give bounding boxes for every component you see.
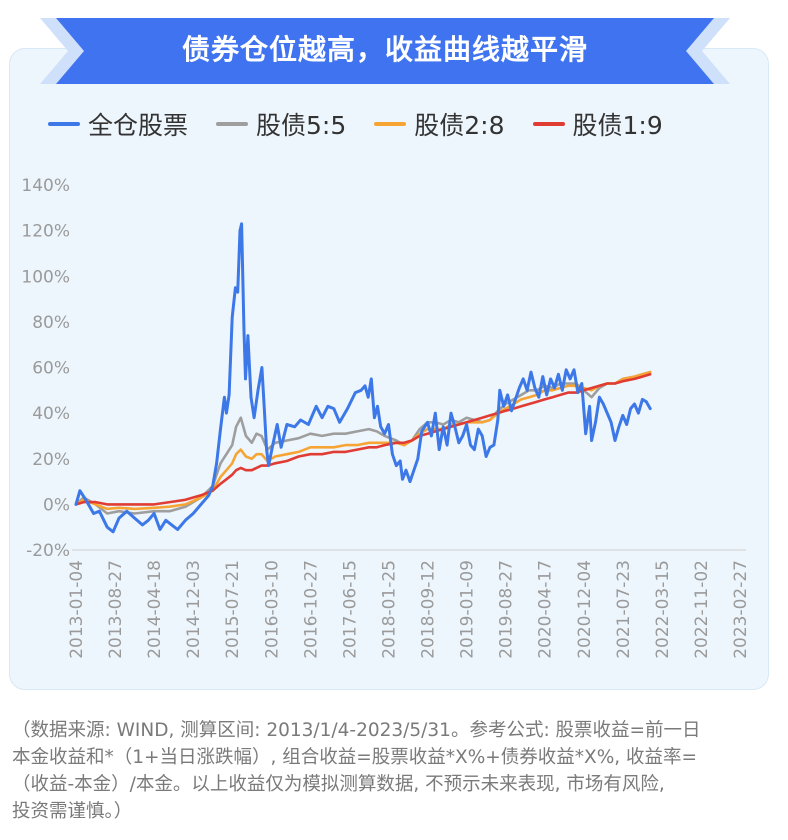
x-tick-label: 2014-04-18 [145, 560, 165, 659]
series-line-3 [74, 373, 652, 506]
banner-shape [40, 18, 730, 84]
y-tick-label: 0% [43, 495, 70, 515]
legend-item-0: 全仓股票 [48, 106, 188, 142]
page-title: 债券仓位越高，收益曲线越平滑 [181, 33, 588, 66]
legend-item-1: 股债5:5 [216, 106, 346, 142]
x-tick-label: 2020-04-17 [536, 560, 556, 659]
x-tick-label: 2019-08-27 [497, 560, 517, 659]
x-tick-label: 2015-07-21 [223, 560, 243, 659]
y-tick-label: 100% [21, 267, 70, 287]
legend-label: 股债2:8 [414, 111, 505, 140]
chart-legend: 全仓股票 股债5:5 股债2:8 股债1:9 [48, 104, 691, 144]
legend-label: 股债1:9 [572, 111, 663, 140]
y-tick-label: 140% [21, 176, 70, 196]
series-line-0 [74, 222, 652, 534]
line-chart: 140% 120% 100% 80% 60% 40% 20% 0% -20%2013-01-04… [21, 176, 751, 659]
x-tick-label: 2020-12-04 [575, 560, 595, 659]
title-banner: 债券仓位越高，收益曲线越平滑 [40, 16, 730, 86]
x-tick-label: 2019-01-09 [458, 560, 478, 659]
y-tick-label: 20% [32, 450, 70, 470]
y-tick-label: 120% [21, 222, 70, 242]
x-tick-label: 2022-03-15 [653, 560, 673, 659]
x-tick-label: 2023-02-27 [731, 560, 751, 659]
legend-item-3: 股债1:9 [532, 106, 663, 142]
x-tick-label: 2014-12-03 [184, 560, 204, 659]
legend-label: 股债5:5 [256, 111, 347, 140]
legend-swatch [216, 122, 249, 126]
chart-card [9, 48, 769, 690]
legend-item-2: 股债2:8 [374, 106, 505, 142]
x-tick-label: 2016-03-10 [262, 560, 282, 659]
x-tick-label: 2018-01-25 [379, 560, 399, 659]
legend-swatch [48, 122, 80, 126]
y-tick-label: 80% [32, 313, 70, 333]
legend-label: 全仓股票 [88, 111, 189, 140]
y-tick-label: 40% [32, 404, 70, 424]
y-tick-label: 60% [32, 359, 70, 379]
x-tick-label: 2021-07-23 [614, 560, 634, 659]
x-tick-label: 2022-11-02 [692, 560, 712, 659]
x-tick-label: 2013-08-27 [106, 560, 126, 659]
data-source-footnote: （数据来源: WIND, 测算区间: 2013/1/4-2023/5/31。参考… [12, 720, 701, 822]
legend-swatch [374, 122, 407, 126]
x-tick-label: 2016-10-27 [301, 560, 321, 659]
y-tick-label: -20% [26, 541, 70, 561]
x-tick-label: 2018-09-12 [419, 560, 439, 659]
legend-swatch [532, 122, 565, 126]
x-tick-label: 2013-01-04 [67, 560, 87, 659]
x-tick-label: 2017-06-15 [340, 560, 360, 659]
